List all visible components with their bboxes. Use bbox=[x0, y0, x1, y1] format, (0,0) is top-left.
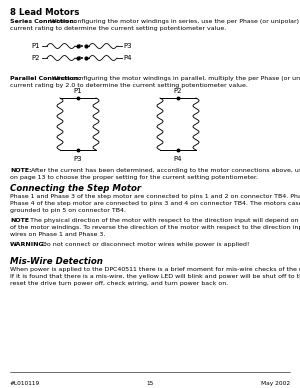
Text: Mis-Wire Detection: Mis-Wire Detection bbox=[10, 257, 103, 266]
Text: on page 13 to choose the proper setting for the current setting potentiometer.: on page 13 to choose the proper setting … bbox=[10, 175, 258, 180]
Text: of the motor windings. To reverse the direction of the motor with respect to the: of the motor windings. To reverse the di… bbox=[10, 225, 300, 230]
Text: If it is found that there is a mis-wire, the yellow LED will blink and power wil: If it is found that there is a mis-wire,… bbox=[10, 274, 300, 279]
Text: #L010119: #L010119 bbox=[10, 381, 40, 386]
Text: wires on Phase 1 and Phase 3.: wires on Phase 1 and Phase 3. bbox=[10, 232, 105, 237]
Text: Phase 1 and Phase 3 of the step motor are connected to pins 1 and 2 on connector: Phase 1 and Phase 3 of the step motor ar… bbox=[10, 194, 300, 199]
Text: P3: P3 bbox=[123, 43, 132, 49]
Text: Connecting the Step Motor: Connecting the Step Motor bbox=[10, 184, 141, 193]
Text: 15: 15 bbox=[146, 381, 154, 386]
Text: P4: P4 bbox=[123, 55, 131, 61]
Text: P2: P2 bbox=[32, 55, 40, 61]
Text: : The physical direction of the motor with respect to the direction input will d: : The physical direction of the motor wi… bbox=[26, 218, 300, 223]
Text: NOTE:: NOTE: bbox=[10, 168, 32, 173]
Text: P1: P1 bbox=[32, 43, 40, 49]
Text: When configuring the motor windings in parallel, multiply the per Phase (or unip: When configuring the motor windings in p… bbox=[50, 76, 300, 81]
Text: reset the drive turn power off, check wiring, and turn power back on.: reset the drive turn power off, check wi… bbox=[10, 281, 228, 286]
Text: grounded to pin 5 on connector TB4.: grounded to pin 5 on connector TB4. bbox=[10, 208, 126, 213]
Text: P2: P2 bbox=[174, 88, 182, 94]
Text: When configuring the motor windings in series, use the per Phase (or unipolar): When configuring the motor windings in s… bbox=[48, 19, 299, 24]
Text: current rating to determine the current setting potentiometer value.: current rating to determine the current … bbox=[10, 26, 226, 31]
Text: Phase 4 of the step motor are connected to pins 3 and 4 on connector TB4. The mo: Phase 4 of the step motor are connected … bbox=[10, 201, 300, 206]
Text: Do not connect or disconnect motor wires while power is applied!: Do not connect or disconnect motor wires… bbox=[40, 242, 250, 247]
Text: P1: P1 bbox=[74, 88, 82, 94]
Text: current rating by 2.0 to determine the current setting potentiometer value.: current rating by 2.0 to determine the c… bbox=[10, 83, 248, 88]
Text: P4: P4 bbox=[174, 156, 182, 162]
Text: 8 Lead Motors: 8 Lead Motors bbox=[10, 8, 80, 17]
Text: May 2002: May 2002 bbox=[261, 381, 290, 386]
Text: Series Connection:: Series Connection: bbox=[10, 19, 76, 24]
Text: NOTE: NOTE bbox=[10, 218, 29, 223]
Text: WARNING:: WARNING: bbox=[10, 242, 47, 247]
Text: After the current has been determined, according to the motor connections above,: After the current has been determined, a… bbox=[29, 168, 300, 173]
Text: P3: P3 bbox=[74, 156, 82, 162]
Text: Parallel Connection:: Parallel Connection: bbox=[10, 76, 81, 81]
Text: When power is applied to the DPC40511 there is a brief moment for mis-wire check: When power is applied to the DPC40511 th… bbox=[10, 267, 300, 272]
